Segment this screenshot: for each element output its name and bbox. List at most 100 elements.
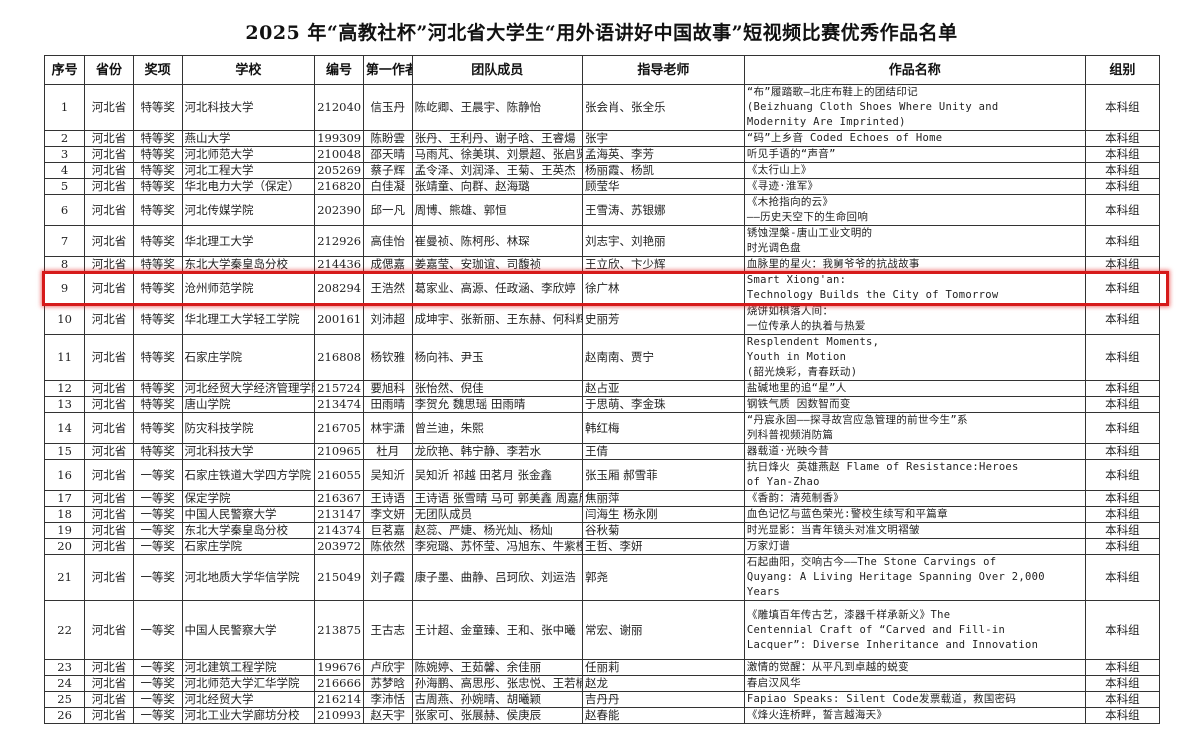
cell-members: 王诗语 张雪晴 马可 郭美鑫 周嘉欣 — [411, 490, 583, 507]
column-header-members: 团队成员 — [411, 55, 583, 85]
cell-group: 本科组 — [1084, 554, 1161, 601]
cell-members: 龙欣艳、韩宁静、李若水 — [411, 443, 583, 460]
cell-author: 田雨晴 — [362, 396, 413, 413]
cell-members: 张丹、王利丹、谢子晗、王睿煬 — [411, 130, 583, 147]
cell-seq: 6 — [43, 194, 86, 226]
cell-advisor: 赵占亚 — [581, 380, 745, 397]
cell-author: 成偲嘉 — [362, 256, 413, 273]
cell-advisor: 韩红梅 — [581, 412, 745, 444]
cell-school: 石家庄学院 — [181, 538, 316, 555]
cell-group: 本科组 — [1084, 538, 1161, 555]
cell-id: 216820 — [314, 178, 364, 195]
cell-id: 215049 — [314, 554, 364, 601]
cell-members: 崔曼祯、陈柯彤、林琛 — [411, 225, 583, 257]
cell-group: 本科组 — [1084, 600, 1161, 660]
cell-id: 214436 — [314, 256, 364, 273]
cell-seq: 14 — [43, 412, 86, 444]
table-row: 20 河北省 一等奖 石家庄学院 203972 陈依然 李宛璐、苏怀莹、冯旭东、牛紫橙 王哲、… — [43, 538, 1161, 555]
cell-seq: 5 — [43, 178, 86, 195]
cell-seq: 2 — [43, 130, 86, 147]
cell-group: 本科组 — [1084, 380, 1161, 397]
cell-school: 华北理工大学 — [181, 225, 316, 257]
cell-work: 器载道·光映今昔 — [743, 443, 1086, 460]
cell-award: 特等奖 — [132, 178, 183, 195]
cell-seq: 26 — [43, 707, 86, 724]
cell-province: 河北省 — [84, 146, 134, 163]
table-body: 1 河北省 特等奖 河北科技大学 212040 信玉丹 陈屹卿、王晨宇、陈静怡 张会肖、张全乐… — [43, 84, 1161, 724]
cell-award: 特等奖 — [132, 146, 183, 163]
cell-id: 205269 — [314, 162, 364, 179]
table-header-row: 序号省份奖项学校编号第一作者团队成员指导老师作品名称组别 — [43, 55, 1161, 85]
cell-group: 本科组 — [1084, 303, 1161, 335]
cell-seq: 19 — [43, 522, 86, 539]
cell-advisor: 于思萌、李金珠 — [581, 396, 745, 413]
cell-advisor: 杨丽霞、杨凯 — [581, 162, 745, 179]
cell-award: 特等奖 — [132, 130, 183, 147]
cell-school: 防灾科技学院 — [181, 412, 316, 444]
cell-work: 盐碱地里的追“星”人 — [743, 380, 1086, 397]
cell-group: 本科组 — [1084, 506, 1161, 523]
cell-work: 听见手语的“声音” — [743, 146, 1086, 163]
cell-author: 陈盼雲 — [362, 130, 413, 147]
cell-award: 特等奖 — [132, 194, 183, 226]
cell-province: 河北省 — [84, 691, 134, 708]
cell-author: 卢欣宇 — [362, 659, 413, 676]
cell-author: 要旭科 — [362, 380, 413, 397]
cell-advisor: 史丽芳 — [581, 303, 745, 335]
cell-school: 保定学院 — [181, 490, 316, 507]
cell-members: 康子墨、曲静、吕珂欣、刘运浩 — [411, 554, 583, 601]
column-header-work: 作品名称 — [743, 55, 1086, 85]
cell-members: 无团队成员 — [411, 506, 583, 523]
cell-advisor: 吉丹丹 — [581, 691, 745, 708]
table-row: 13 河北省 特等奖 唐山学院 213474 田雨晴 李贺允 魏思瑶 田雨晴 于思萌、李金珠钢… — [43, 396, 1161, 413]
cell-group: 本科组 — [1084, 412, 1161, 444]
cell-province: 河北省 — [84, 600, 134, 660]
cell-id: 212040 — [314, 84, 364, 131]
cell-members: 杨向祎、尹玉 — [411, 334, 583, 381]
cell-author: 林宇潇 — [362, 412, 413, 444]
cell-work: 《寻迹·淮军》 — [743, 178, 1086, 195]
cell-award: 一等奖 — [132, 675, 183, 692]
cell-members: 吴知沂 祁越 田茗月 张金鑫 — [411, 459, 583, 491]
cell-work: 万家灯谱 — [743, 538, 1086, 555]
cell-province: 河北省 — [84, 490, 134, 507]
cell-members: 张怡然、倪佳 — [411, 380, 583, 397]
cell-school: 河北工程大学 — [181, 162, 316, 179]
cell-author: 杨钦雅 — [362, 334, 413, 381]
cell-school: 河北师范大学汇华学院 — [181, 675, 316, 692]
table-row: 5 河北省 特等奖 华北电力大学（保定） 216820 白佳凝 张靖童、向群、赵海璐 顾莹华《… — [43, 178, 1161, 195]
cell-work: “丹宸永固——探寻故宫应急管理的前世今生”系 列科普视频消防篇 — [743, 412, 1086, 444]
table-row: 22 河北省 一等奖 中国人民警察大学 213875 王古志 王计超、金童臻、王和、张中曦常… — [43, 600, 1161, 660]
cell-group: 本科组 — [1084, 178, 1161, 195]
cell-members: 古周燕、孙婉晴、胡曦颖 — [411, 691, 583, 708]
cell-seq: 1 — [43, 84, 86, 131]
cell-members: 曾兰迪，朱熙 — [411, 412, 583, 444]
table-row: 9 河北省 特等奖 沧州师范学院 208294 王浩然 葛家业、高源、任政涵、李欣婷 徐广林 S… — [43, 272, 1161, 304]
cell-award: 特等奖 — [132, 396, 183, 413]
cell-advisor: 任丽莉 — [581, 659, 745, 676]
cell-id: 200161 — [314, 303, 364, 335]
table-row: 2 河北省 特等奖 燕山大学 199309 陈盼雲 张丹、王利丹、谢子晗、王睿煬 张宇 “码”上… — [43, 130, 1161, 147]
cell-group: 本科组 — [1084, 84, 1161, 131]
cell-award: 特等奖 — [132, 162, 183, 179]
cell-author: 蔡子辉 — [362, 162, 413, 179]
cell-seq: 18 — [43, 506, 86, 523]
cell-id: 216705 — [314, 412, 364, 444]
cell-members: 王计超、金童臻、王和、张中曦 — [411, 600, 583, 660]
table-row: 16 河北省 一等奖 石家庄铁道大学四方学院 216055 吴知沂 吴知沂 祁越 田茗月 张… — [43, 459, 1161, 491]
cell-members: 孟令泽、刘润泽、王菊、王英杰 — [411, 162, 583, 179]
cell-id: 213474 — [314, 396, 364, 413]
cell-province: 河北省 — [84, 538, 134, 555]
cell-id: 215724 — [314, 380, 364, 397]
cell-award: 一等奖 — [132, 707, 183, 724]
cell-group: 本科组 — [1084, 130, 1161, 147]
cell-advisor: 张宇 — [581, 130, 745, 147]
table-row: 3 河北省 特等奖 河北师范大学 210048 邵天晴 马雨芃、徐美琪、刘景超、张启贤 孟海英… — [43, 146, 1161, 163]
column-header-award: 奖项 — [132, 55, 183, 85]
table-row: 10 河北省 特等奖 华北理工大学轻工学院 200161 刘沛超 成坤宇、张新丽、王东赫、何… — [43, 303, 1161, 335]
cell-school: 中国人民警察大学 — [181, 506, 316, 523]
cell-author: 李沛恬 — [362, 691, 413, 708]
cell-advisor: 张会肖、张全乐 — [581, 84, 745, 131]
cell-school: 石家庄铁道大学四方学院 — [181, 459, 316, 491]
cell-members: 葛家业、高源、任政涵、李欣婷 — [411, 272, 583, 304]
